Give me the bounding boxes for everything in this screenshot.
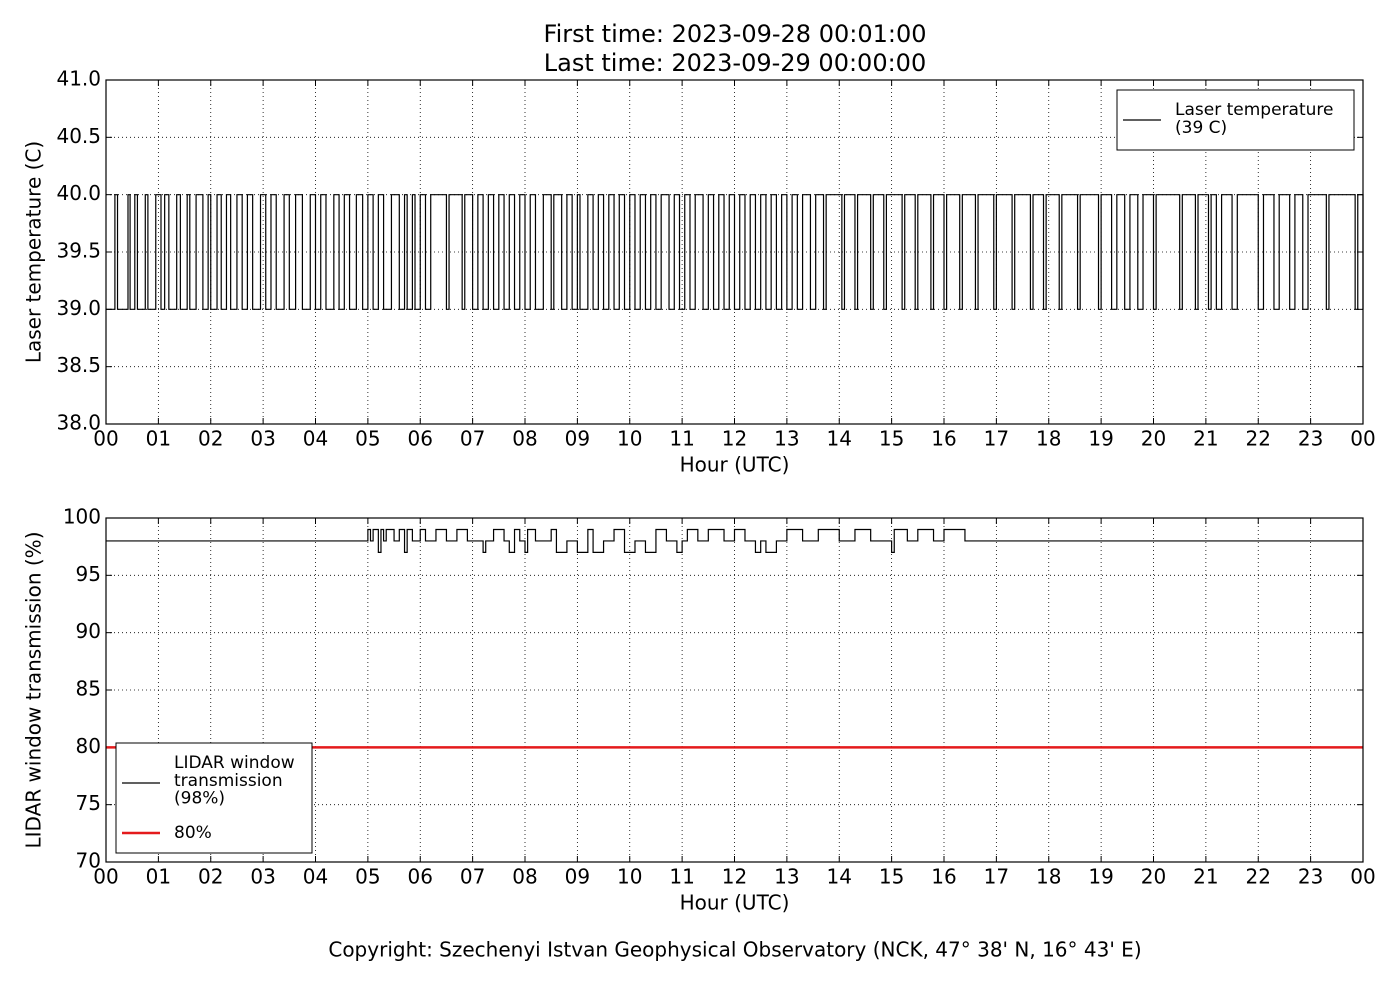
x-tick-label: 00 [1350,865,1375,889]
y-tick-label: 95 [76,562,101,586]
x-tick-label: 12 [722,865,747,889]
x-tick-label: 06 [408,865,433,889]
x-tick-label: 10 [617,865,642,889]
x-tick-label: 13 [774,427,799,451]
y-tick-label: 39.0 [56,296,101,320]
y-tick-label: 90 [76,619,101,643]
axes: 00 01 02 03 04 05 06 07 08 09 10 11 12 13 14 15 16 17 18 19… [22,505,1376,915]
x-tick-label: 07 [460,865,485,889]
x-tick-label: 09 [565,427,590,451]
x-tick-label: 17 [984,427,1009,451]
x-tick-label: 04 [303,865,328,889]
title-line: First time: 2023-09-28 00:01:00 [544,20,927,48]
plot-frame [105,517,1364,863]
x-tick-label: 19 [1088,427,1113,451]
x-axis-label: Hour (UTC) [680,453,790,477]
x-tick-label: 18 [1036,865,1061,889]
x-tick-label: 01 [146,865,171,889]
x-tick-label: 05 [355,865,380,889]
x-tick-label: 08 [512,427,537,451]
x-tick-label: 02 [198,865,223,889]
plot-frame [105,79,1364,425]
x-tick-label: 20 [1141,427,1166,451]
x-tick-label: 08 [512,865,537,889]
x-tick-label: 11 [669,427,694,451]
x-tick-label: 16 [931,427,956,451]
x-tick-label: 23 [1298,865,1323,889]
x-tick-label: 02 [198,427,223,451]
x-tick-label: 15 [879,865,904,889]
y-axis-label: Laser temperature (C) [22,141,46,363]
x-tick-label: 03 [250,865,275,889]
x-tick-label: 05 [355,427,380,451]
x-tick-label: 03 [250,427,275,451]
data-line [106,528,1363,553]
x-tick-label: 11 [669,865,694,889]
x-tick-label: 00 [93,865,118,889]
x-tick-label: 06 [408,427,433,451]
x-tick-label: 07 [460,427,485,451]
y-tick-label: 75 [76,791,101,815]
x-tick-label: 10 [617,427,642,451]
x-tick-label: 23 [1298,427,1323,451]
x-tick-label: 01 [146,427,171,451]
x-tick-label: 21 [1193,427,1218,451]
x-tick-label: 17 [984,865,1009,889]
y-tick-label: 41.0 [56,67,101,91]
x-tick-label: 14 [827,865,852,889]
x-tick-label: 15 [879,427,904,451]
y-axis-label: LIDAR window transmission (%) [22,532,46,849]
legend-label: LIDAR window transmission (98%) [174,753,295,809]
legend-box [115,742,313,854]
x-tick-label: 16 [931,865,956,889]
x-tick-label: 13 [774,865,799,889]
y-tick-label: 38.5 [56,353,101,377]
y-tick-label: 100 [63,505,101,529]
y-tick-label: 40.5 [56,124,101,148]
x-tick-label: 00 [1350,427,1375,451]
y-tick-label: 80 [76,734,101,758]
y-tick-label: 38.0 [56,411,101,435]
x-tick-label: 22 [1246,865,1271,889]
x-tick-label: 00 [93,427,118,451]
x-tick-label: 21 [1193,865,1218,889]
data-line [106,194,1364,310]
x-tick-label: 18 [1036,427,1061,451]
y-tick-label: 70 [76,849,101,873]
x-tick-label: 14 [827,427,852,451]
y-tick-label: 39.5 [56,239,101,263]
x-tick-label: 04 [303,427,328,451]
x-tick-label: 19 [1088,865,1113,889]
y-tick-label: 85 [76,677,101,701]
legend-label: 80% [174,823,212,843]
x-axis-label: Hour (UTC) [680,891,790,915]
y-tick-label: 40.0 [56,181,101,205]
x-tick-label: 12 [722,427,747,451]
footer: Copyright: Szechenyi Istvan Geophysical … [328,938,1141,962]
axes: 00 01 02 03 04 05 06 07 08 09 10 11 12 13 14 15 16 17 18 19… [22,67,1376,477]
title-line: Last time: 2023-09-29 00:00:00 [544,49,926,77]
x-tick-label: 09 [565,865,590,889]
x-tick-label: 20 [1141,865,1166,889]
legend-label: Laser temperature (39 C) [1175,100,1333,138]
x-tick-label: 22 [1246,427,1271,451]
